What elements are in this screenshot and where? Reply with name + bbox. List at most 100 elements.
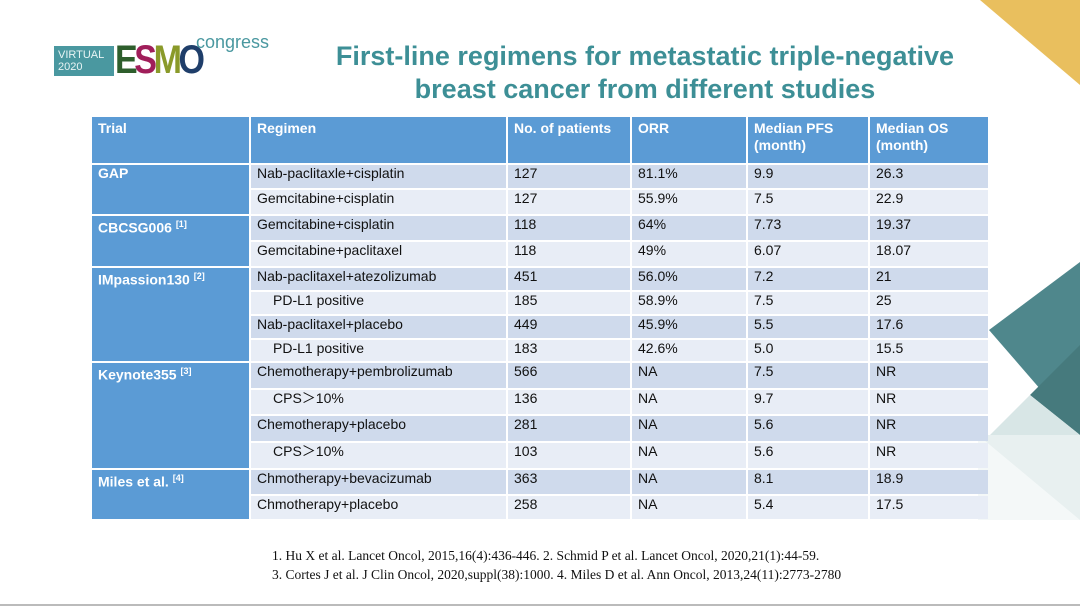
header-regimen: Regimen: [251, 117, 506, 163]
os-cell: 17.6: [870, 316, 988, 338]
logo-o: O: [178, 38, 204, 82]
patients-cell: 258: [508, 496, 630, 519]
regimen-cell: CPS＞10%: [251, 443, 506, 468]
table-row: Keynote355 [3] Chemotherapy+pembrolizumab…: [92, 363, 988, 468]
patients-cell: 281: [508, 416, 630, 441]
table-row: IMpassion130 [2] Nab-paclitaxel+atezolizu…: [92, 268, 988, 361]
trial-name: Miles et al.: [98, 473, 169, 490]
table-row: Chemotherapy+placebo 281 NA 5.6 NR: [92, 416, 988, 441]
table-row: Nab-paclitaxel+placebo 449 45.9% 5.5 17.6: [92, 316, 988, 338]
logo-esmo: ESMO: [115, 38, 205, 82]
table-row: PD-L1 positive 183 42.6% 5.0 15.5: [92, 340, 988, 361]
white-triangle: [978, 435, 1080, 520]
header-trial: Trial: [92, 117, 249, 163]
os-cell: NR: [870, 363, 988, 388]
header-os: Median OS (month): [870, 117, 988, 163]
orr-cell: 45.9%: [632, 316, 746, 338]
pfs-cell: 5.5: [748, 316, 868, 338]
patients-cell: 136: [508, 390, 630, 414]
table-row: PD-L1 positive 185 58.9% 7.5 25: [92, 292, 988, 314]
patients-cell: 185: [508, 292, 630, 314]
os-cell: 25: [870, 292, 988, 314]
trial-reference: [2]: [193, 271, 205, 281]
patients-cell: 363: [508, 470, 630, 494]
orr-cell: 58.9%: [632, 292, 746, 314]
regimen-cell: PD-L1 positive: [251, 340, 506, 361]
trial-cell: CBCSG006 [1]: [92, 216, 249, 266]
table-row: CBCSG006 [1] Gemcitabine+cisplatin 118 64% 7…: [92, 216, 988, 266]
trial-name: GAP: [98, 165, 129, 181]
trial-name: CBCSG006: [98, 219, 172, 236]
pfs-cell: 7.73: [748, 216, 868, 240]
orr-cell: 42.6%: [632, 340, 746, 361]
regimen-cell: Nab-paclitaxel+placebo: [251, 316, 506, 338]
regimen-cell: Nab-paclitaxel+atezolizumab: [251, 268, 506, 290]
patients-cell: 118: [508, 242, 630, 266]
patients-cell: 127: [508, 165, 630, 188]
logo-year: 2020: [58, 61, 83, 73]
trial-name: IMpassion130: [98, 271, 190, 288]
header-patients: No. of patients: [508, 117, 630, 163]
pfs-cell: 9.9: [748, 165, 868, 188]
orr-cell: NA: [632, 390, 746, 414]
trial-name: Keynote355: [98, 366, 177, 383]
table-header-row: Trial Regimen No. of patients ORR Median…: [92, 117, 988, 163]
orr-cell: 55.9%: [632, 190, 746, 214]
orr-cell: NA: [632, 443, 746, 468]
os-cell: NR: [870, 443, 988, 468]
table-row: GAP Nab-paclitaxle+cisplatin 127 81.1% 9.9 26…: [92, 165, 988, 214]
pfs-cell: 5.0: [748, 340, 868, 361]
regimen-cell: Chemotherapy+placebo: [251, 416, 506, 441]
regimen-cell: Nab-paclitaxle+cisplatin: [251, 165, 506, 188]
patients-cell: 566: [508, 363, 630, 388]
pfs-cell: 5.6: [748, 416, 868, 441]
table-row: Gemcitabine+cisplatin 127 55.9% 7.5 22.9: [92, 190, 988, 214]
table-row: Miles et al. [4] Chmotherapy+bevacizumab 3…: [92, 470, 988, 519]
regimen-cell: Gemcitabine+paclitaxel: [251, 242, 506, 266]
title-line-2: breast cancer from different studies: [414, 74, 876, 104]
references: 1. Hu X et al. Lancet Oncol, 2015,16(4):…: [272, 546, 841, 584]
pfs-cell: 7.2: [748, 268, 868, 290]
os-cell: NR: [870, 416, 988, 441]
header-orr: ORR: [632, 117, 746, 163]
pfs-cell: 7.5: [748, 363, 868, 388]
patients-cell: 451: [508, 268, 630, 290]
os-cell: 19.37: [870, 216, 988, 240]
trial-cell: GAP: [92, 165, 249, 214]
title-line-1: First-line regimens for metastatic tripl…: [335, 41, 955, 71]
os-cell: 17.5: [870, 496, 988, 519]
trial-cell: Keynote355 [3]: [92, 363, 249, 468]
orr-cell: 56.0%: [632, 268, 746, 290]
regimen-cell: Chemotherapy+pembrolizumab: [251, 363, 506, 388]
esmo-logo: VIRTUAL 2020 ESMO congress: [54, 32, 284, 82]
table-row: CPS＞10% 103 NA 5.6 NR: [92, 443, 988, 468]
logo-virtual-box: VIRTUAL 2020: [54, 46, 114, 76]
regimen-cell: CPS＞10%: [251, 390, 506, 414]
orr-cell: 64%: [632, 216, 746, 240]
patients-cell: 449: [508, 316, 630, 338]
trial-reference: [4]: [172, 473, 184, 483]
regimen-cell: PD-L1 positive: [251, 292, 506, 314]
orr-cell: NA: [632, 416, 746, 441]
pfs-cell: 6.07: [748, 242, 868, 266]
reference-line-1: 1. Hu X et al. Lancet Oncol, 2015,16(4):…: [272, 548, 820, 563]
regimen-cell: Gemcitabine+cisplatin: [251, 216, 506, 240]
logo-virtual: VIRTUAL: [58, 49, 105, 61]
os-cell: 18.07: [870, 242, 988, 266]
patients-cell: 103: [508, 443, 630, 468]
pfs-cell: 9.7: [748, 390, 868, 414]
regimen-cell: Gemcitabine+cisplatin: [251, 190, 506, 214]
os-cell: 21: [870, 268, 988, 290]
reference-line-2: 3. Cortes J et al. J Clin Oncol, 2020,su…: [272, 567, 842, 582]
regimens-table: Trial Regimen No. of patients ORR Median…: [90, 115, 990, 521]
header-pfs: Median PFS (month): [748, 117, 868, 163]
pfs-cell: 5.4: [748, 496, 868, 519]
pale-teal-shape: [990, 395, 1080, 435]
trial-reference: [1]: [175, 219, 187, 229]
table-body: GAP Nab-paclitaxle+cisplatin 127 81.1% 9.9 26…: [92, 165, 988, 519]
logo-e: E: [115, 38, 138, 82]
trial-cell: Miles et al. [4]: [92, 470, 249, 519]
slide-title: First-line regimens for metastatic tripl…: [290, 40, 1000, 106]
table-row: Gemcitabine+paclitaxel 118 49% 6.07 18.07: [92, 242, 988, 266]
